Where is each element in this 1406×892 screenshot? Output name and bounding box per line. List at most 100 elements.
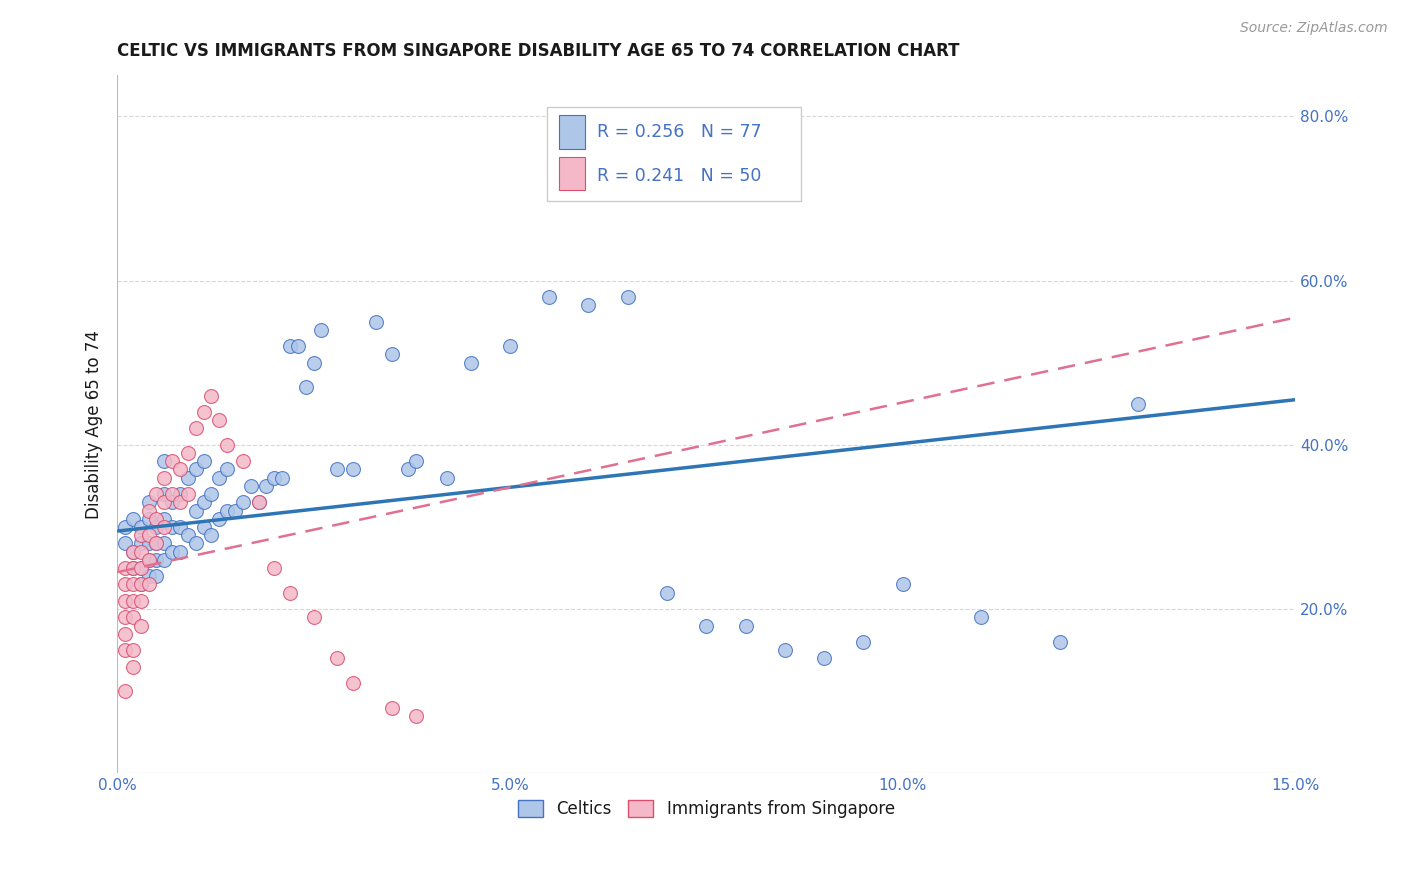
Point <box>114 536 136 550</box>
Point <box>122 544 145 558</box>
Point <box>1049 635 1071 649</box>
Point <box>129 536 152 550</box>
Point <box>129 577 152 591</box>
Point <box>145 536 167 550</box>
Point <box>129 594 152 608</box>
Point <box>153 536 176 550</box>
Point <box>217 462 239 476</box>
Point <box>311 323 333 337</box>
Point <box>852 635 875 649</box>
Point <box>193 454 215 468</box>
Point <box>122 512 145 526</box>
Point <box>302 610 325 624</box>
Point <box>813 651 835 665</box>
Point <box>114 520 136 534</box>
Point <box>381 700 404 714</box>
Point <box>129 528 152 542</box>
Legend: Celtics, Immigrants from Singapore: Celtics, Immigrants from Singapore <box>512 793 901 824</box>
Point <box>160 520 183 534</box>
Y-axis label: Disability Age 65 to 74: Disability Age 65 to 74 <box>86 330 103 519</box>
Point <box>193 520 215 534</box>
Point <box>160 487 183 501</box>
Point <box>114 643 136 657</box>
Point <box>138 503 160 517</box>
Point <box>138 553 160 567</box>
Point <box>145 487 167 501</box>
Point <box>200 388 222 402</box>
Point <box>114 561 136 575</box>
Point <box>217 438 239 452</box>
Point <box>122 610 145 624</box>
Point <box>114 577 136 591</box>
Point <box>278 339 301 353</box>
Point <box>145 512 167 526</box>
Point <box>122 659 145 673</box>
Text: Source: ZipAtlas.com: Source: ZipAtlas.com <box>1240 21 1388 35</box>
Point <box>655 585 678 599</box>
Point <box>326 462 349 476</box>
Point <box>263 471 285 485</box>
Point <box>129 520 152 534</box>
Point <box>232 495 254 509</box>
Point <box>122 561 145 575</box>
Point <box>138 553 160 567</box>
Point <box>342 462 364 476</box>
Point <box>302 356 325 370</box>
Point <box>122 577 145 591</box>
Point <box>381 347 404 361</box>
Point <box>1128 397 1150 411</box>
Point <box>616 290 638 304</box>
Point <box>224 503 246 517</box>
Point <box>239 479 262 493</box>
Point <box>405 709 427 723</box>
Point <box>177 471 200 485</box>
Point <box>169 520 191 534</box>
Point <box>160 495 183 509</box>
Point <box>153 553 176 567</box>
Text: CELTIC VS IMMIGRANTS FROM SINGAPORE DISABILITY AGE 65 TO 74 CORRELATION CHART: CELTIC VS IMMIGRANTS FROM SINGAPORE DISA… <box>117 42 960 60</box>
Point <box>129 544 152 558</box>
Point <box>169 487 191 501</box>
Point <box>177 528 200 542</box>
FancyBboxPatch shape <box>547 107 800 201</box>
Point <box>396 462 419 476</box>
Point <box>578 298 600 312</box>
Point <box>177 446 200 460</box>
Point <box>177 487 200 501</box>
Point <box>184 536 207 550</box>
Point <box>160 544 183 558</box>
Point <box>247 495 270 509</box>
Point <box>193 495 215 509</box>
Point <box>891 577 914 591</box>
Point <box>153 487 176 501</box>
Text: R = 0.241   N = 50: R = 0.241 N = 50 <box>596 168 761 186</box>
Point <box>129 561 152 575</box>
Point <box>208 512 231 526</box>
Point <box>145 536 167 550</box>
Point <box>153 471 176 485</box>
Point <box>145 520 167 534</box>
Text: R = 0.256   N = 77: R = 0.256 N = 77 <box>596 123 762 141</box>
Point <box>342 676 364 690</box>
Point <box>138 536 160 550</box>
Point <box>287 339 309 353</box>
Point <box>153 520 176 534</box>
Point <box>184 462 207 476</box>
Point <box>169 544 191 558</box>
Point <box>232 454 254 468</box>
Point <box>138 512 160 526</box>
Point <box>114 684 136 698</box>
Point <box>247 495 270 509</box>
Point <box>538 290 561 304</box>
Point <box>129 577 152 591</box>
FancyBboxPatch shape <box>560 115 585 149</box>
FancyBboxPatch shape <box>560 157 585 190</box>
Point <box>208 471 231 485</box>
Point <box>184 503 207 517</box>
Point <box>138 569 160 583</box>
Point <box>122 544 145 558</box>
Point <box>278 585 301 599</box>
Point <box>138 577 160 591</box>
Point <box>160 454 183 468</box>
Point <box>773 643 796 657</box>
